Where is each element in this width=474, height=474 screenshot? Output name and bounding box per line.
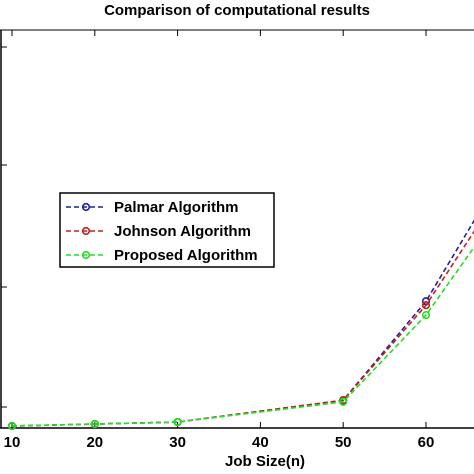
x-tick-label-30: 30	[169, 434, 186, 451]
x-tick-label-60: 60	[418, 434, 435, 451]
x-tick-label-20: 20	[86, 434, 103, 451]
legend-label-0: Palmar Algorithm	[114, 199, 238, 216]
legend-box	[59, 192, 275, 268]
data-point-s2-2	[173, 417, 182, 427]
chart-title: Comparison of computational results	[104, 2, 370, 19]
legend-label-2: Proposed Algorithm	[114, 247, 258, 264]
data-point-s2-1	[90, 419, 99, 429]
x-axis-label: Job Size(n)	[224, 453, 305, 470]
data-point-s2-3	[339, 397, 348, 406]
legend-label-1: Johnson Algorithm	[114, 223, 251, 240]
data-point-s2-4	[421, 311, 431, 320]
x-tick-label-10: 10	[4, 434, 21, 451]
legend-marker-1	[81, 226, 91, 236]
legend-marker-0	[81, 202, 91, 212]
series-line-2	[11, 246, 474, 427]
data-point-s2-0	[7, 421, 17, 431]
x-tick-label-50: 50	[335, 434, 352, 451]
data-point-s1-4	[421, 301, 431, 310]
legend-marker-2	[81, 250, 91, 260]
x-tick-label-40: 40	[252, 434, 269, 451]
